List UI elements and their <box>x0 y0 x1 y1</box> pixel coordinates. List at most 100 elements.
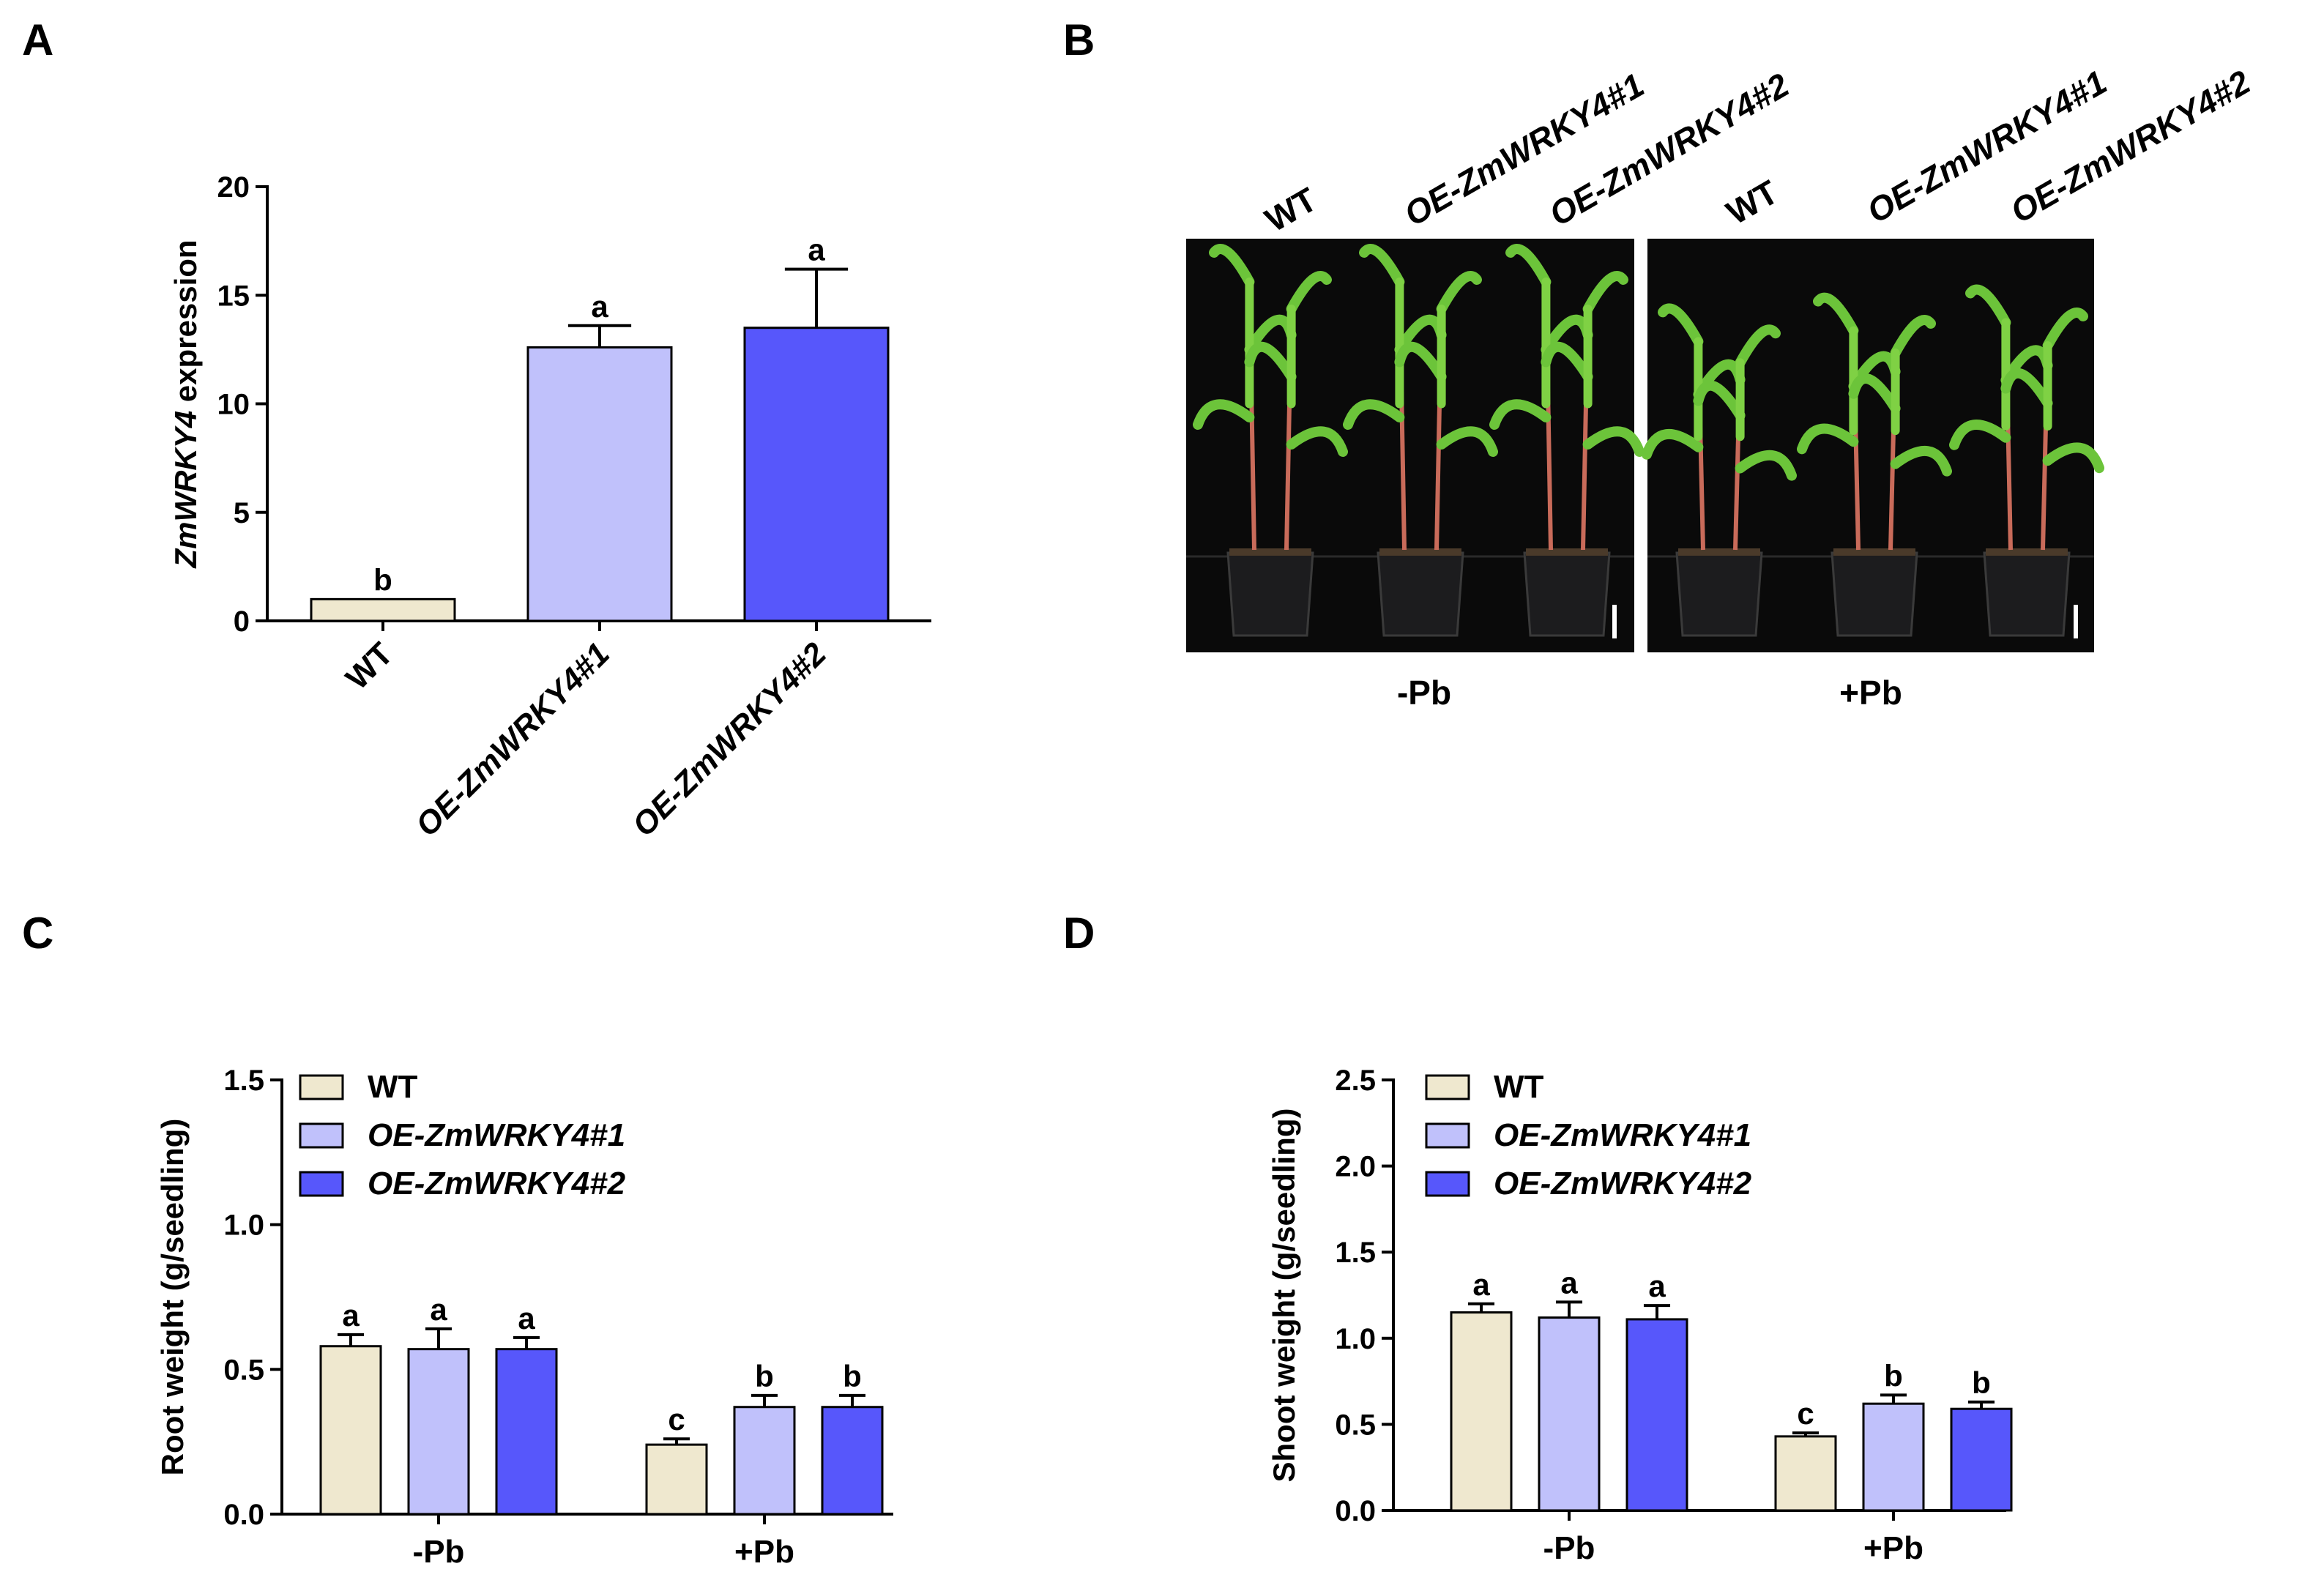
leaf <box>1965 284 2011 328</box>
chart-d-bar <box>1450 1311 1513 1512</box>
pot <box>1830 551 1918 637</box>
chart-c-legend-swatch <box>299 1171 344 1197</box>
chart-d-significance-label: c <box>1797 1396 1814 1431</box>
chart-d-legend-swatch <box>1425 1074 1470 1100</box>
chart-d-y-tick-label: 0.5 <box>1335 1409 1376 1441</box>
chart-a-y-tick-label: 15 <box>217 280 250 312</box>
chart-c-legend-swatch <box>299 1074 344 1100</box>
pot-soil <box>1678 548 1760 556</box>
panel-letter-a: A <box>22 15 53 64</box>
scale-bar-left <box>1612 605 1617 638</box>
chart-d-bar <box>1774 1435 1837 1512</box>
pot <box>1675 551 1763 637</box>
chart-c-significance-label: c <box>668 1402 685 1436</box>
leaf <box>1343 399 1405 430</box>
chart-d-significance-label: a <box>1472 1267 1490 1302</box>
chart-d-bar <box>1950 1407 2013 1512</box>
chart-d-legend-swatch <box>1425 1122 1470 1149</box>
leaf <box>1489 399 1552 430</box>
leaf <box>1890 445 1952 477</box>
chart-a-significance-label: a <box>591 289 608 324</box>
leaf <box>1209 244 1255 287</box>
chart-d-significance-label: b <box>1972 1365 1991 1400</box>
chart-c-y-tick-label: 0.5 <box>223 1354 264 1386</box>
pot-soil <box>1986 548 2068 556</box>
leaf <box>1735 324 1781 368</box>
panel-letter-c: C <box>22 909 53 958</box>
chart-d-y-tick-label: 2.5 <box>1335 1065 1376 1097</box>
leaf <box>1505 244 1552 287</box>
chart-c-y-tick-label: 1.0 <box>223 1210 264 1242</box>
chart-c-significance-label: b <box>843 1359 862 1393</box>
chart-c-legend-label: OE-ZmWRKY4#1 <box>368 1117 625 1153</box>
chart-c-significance-label: a <box>342 1298 360 1333</box>
chart-c: 0.0 0.5 1.0 1.5 a a a -Pb c b b +Pb WT OE-ZmWRKY4#1 OE… <box>155 1065 893 1570</box>
pot-soil <box>1379 548 1461 556</box>
chart-a-significance-label: a <box>808 233 825 267</box>
chart-a-category-label: OE-ZmWRKY4#2 <box>625 636 833 843</box>
chart-c-y-axis-label: Root weight (g/seedling) <box>155 1119 190 1476</box>
leaf <box>1286 271 1332 314</box>
chart-a-y-tick-label: 5 <box>234 497 250 529</box>
leaf <box>1436 271 1482 314</box>
pot-soil <box>1833 548 1915 556</box>
chart-a-y-axis-label-text: expression <box>168 239 203 410</box>
photo-label-wt-left: WT <box>1259 180 1323 239</box>
leaf <box>1797 423 1859 455</box>
leaf <box>1642 428 1704 460</box>
photo-treatment-minus-pb: -Pb <box>1397 674 1451 712</box>
chart-c-legend-label: WT <box>368 1069 418 1105</box>
chart-d-significance-label: b <box>1884 1358 1903 1393</box>
chart-a-y-tick-label: 10 <box>217 389 250 421</box>
panel-letter-b: B <box>1063 15 1095 64</box>
leaf <box>2042 308 2088 351</box>
chart-d-legend-label: OE-ZmWRKY4#2 <box>1494 1166 1752 1201</box>
chart-a-bar <box>310 597 456 622</box>
pot-soil <box>1229 548 1311 556</box>
leaf <box>1890 315 1936 358</box>
chart-a-bar <box>526 346 673 622</box>
chart-d-legend-label: OE-ZmWRKY4#1 <box>1494 1117 1751 1153</box>
chart-c-bar <box>495 1348 558 1516</box>
chart-a-y-tick-label: 20 <box>217 171 250 204</box>
chart-a-y-axis-label: ZmWRKY4 expression <box>168 239 203 568</box>
chart-d-y-tick-label: 1.5 <box>1335 1237 1376 1269</box>
chart-d-bar <box>1538 1316 1601 1512</box>
chart-d-significance-label: a <box>1648 1269 1666 1303</box>
chart-d-category-label: +Pb <box>1863 1530 1923 1566</box>
chart-c-category-label: -Pb <box>413 1534 465 1570</box>
chart-c-bar <box>319 1345 382 1516</box>
pot <box>1523 551 1611 637</box>
scale-bar-right <box>2074 605 2078 638</box>
photo-treatment-plus-pb: +Pb <box>1839 674 1902 712</box>
chart-d-legend-label: WT <box>1494 1069 1544 1105</box>
leaf <box>1436 426 1498 457</box>
leaf <box>1582 271 1628 314</box>
chart-a-y-tick-label: 0 <box>234 605 250 638</box>
photo-label-oe2-right: OE-ZmWRKY4#2 <box>2004 62 2257 230</box>
chart-c-category-label: +Pb <box>734 1534 794 1570</box>
leaf <box>1244 341 1297 382</box>
pot-soil <box>1526 548 1608 556</box>
chart-d-legend-swatch <box>1425 1171 1470 1197</box>
chart-c-significance-label: a <box>430 1292 447 1327</box>
chart-a-category-label: OE-ZmWRKY4#1 <box>409 636 617 843</box>
pot <box>1377 551 1464 637</box>
leaf <box>2042 442 2104 474</box>
chart-a-y-axis-label-gene: ZmWRKY4 <box>168 411 203 569</box>
leaf <box>1949 420 2011 450</box>
seedlings-drawing <box>1186 244 2104 638</box>
chart-c-significance-label: b <box>755 1359 774 1393</box>
chart-c-significance-label: a <box>518 1301 535 1335</box>
leaf <box>1735 450 1797 481</box>
chart-a-category-label: WT <box>339 636 400 696</box>
leaf <box>2000 368 2053 409</box>
leaf <box>1541 341 1593 382</box>
leaf <box>1286 426 1348 457</box>
chart-d: 0.0 0.5 1.0 1.5 2.0 2.5 a a a -Pb c b b +Pb WT OE-ZmWRK… <box>1267 1065 2013 1566</box>
panel-letter-d: D <box>1063 909 1095 958</box>
chart-a-bar <box>743 327 890 622</box>
chart-d-category-label: -Pb <box>1543 1530 1595 1566</box>
chart-c-bar <box>733 1406 796 1516</box>
